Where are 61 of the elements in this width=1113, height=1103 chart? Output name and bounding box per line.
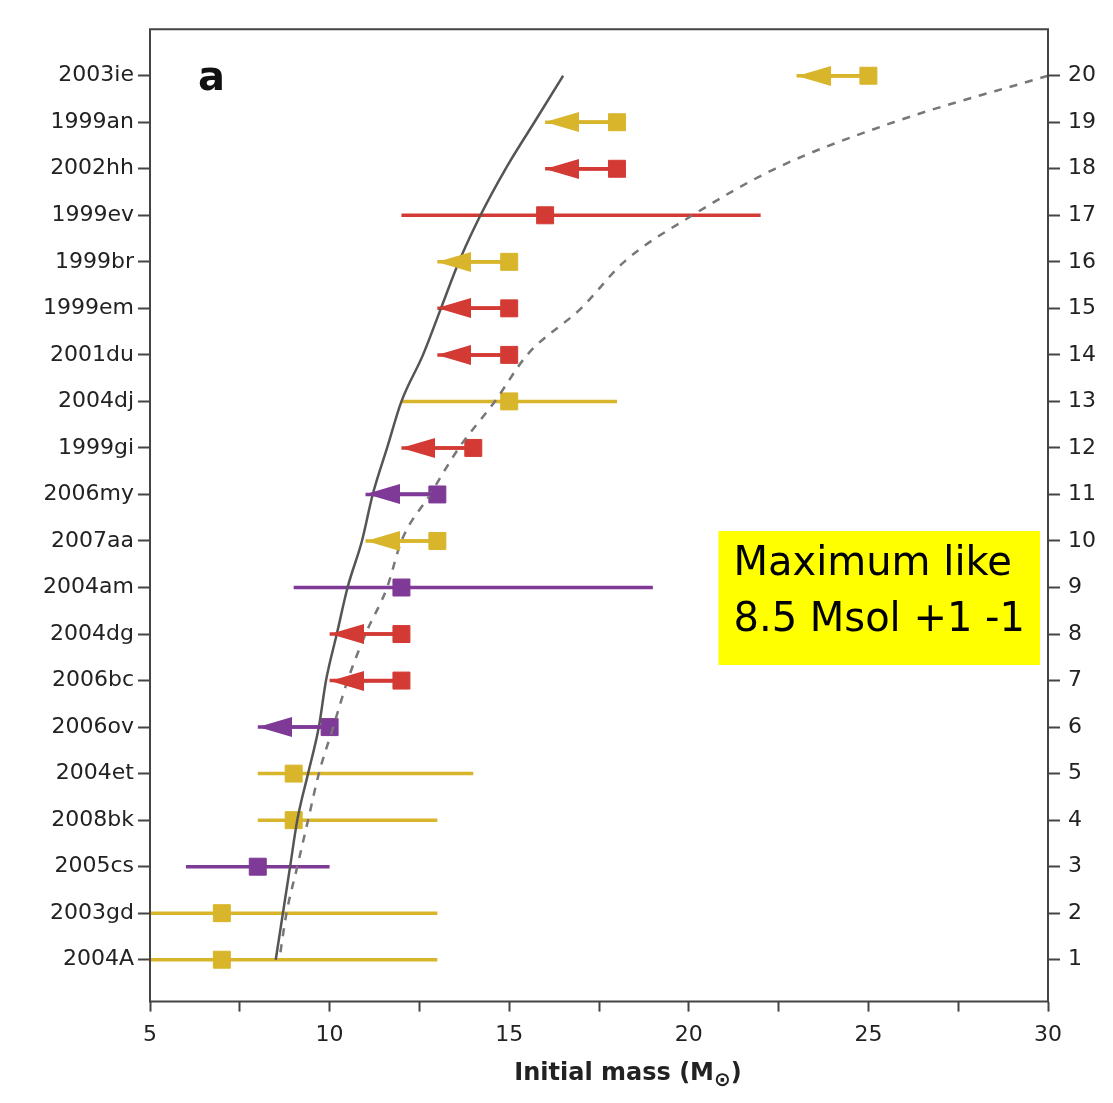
y2-tick-label: 4	[1068, 805, 1083, 831]
y-tick-label: 1999br	[55, 247, 135, 273]
annotation: 8.5 Msol +1 -1	[733, 594, 1026, 641]
point	[284, 764, 303, 783]
y-tick-label: 2004am	[43, 573, 134, 599]
y-tick-label: 2007aa	[51, 526, 134, 552]
y-tick-label: 2008bk	[51, 805, 135, 831]
y2-tick-label: 9	[1068, 573, 1083, 599]
point	[428, 485, 447, 504]
x-tick-label: 10	[315, 1020, 344, 1046]
y-tick-label: 2006my	[43, 480, 134, 506]
y-tick-label: 2006ov	[51, 712, 134, 738]
y2-tick-label: 16	[1068, 247, 1097, 273]
x-axis-title: Initial mass (M$_{⊙}$)	[513, 1058, 743, 1091]
x-tick-label: 5	[143, 1020, 157, 1046]
y2-tick-label: 19	[1068, 107, 1097, 133]
y2-tick-label: 2	[1068, 898, 1083, 924]
y-tick-label: 2006bc	[51, 666, 134, 692]
y2-tick-label: 15	[1068, 294, 1097, 320]
point	[212, 950, 231, 969]
y2-tick-label: 10	[1068, 526, 1097, 552]
y2-tick-label: 3	[1068, 852, 1083, 878]
x-tick-label: 30	[1034, 1020, 1063, 1046]
y-tick-label: 2004dg	[50, 619, 134, 645]
y-tick-label: 2003gd	[50, 898, 134, 924]
x-tick-label: 20	[674, 1020, 703, 1046]
y2-tick-label: 7	[1068, 666, 1083, 692]
y-tick-label: 2005cs	[54, 852, 134, 878]
y2-tick-label: 12	[1068, 433, 1097, 459]
point	[248, 857, 267, 876]
y-tick-label: 1999gi	[57, 433, 134, 459]
point	[392, 625, 411, 644]
point	[392, 671, 411, 690]
y-tick-label: 1999an	[50, 107, 134, 133]
y2-tick-label: 17	[1068, 201, 1097, 227]
y-tick-label: 1999ev	[51, 201, 134, 227]
y2-tick-label: 6	[1068, 712, 1083, 738]
y2-tick-label: 1	[1068, 945, 1083, 971]
y-tick-label: 2003ie	[58, 61, 134, 87]
y-tick-label: 1999em	[43, 294, 134, 320]
point	[859, 66, 878, 85]
y2-tick-label: 8	[1068, 619, 1083, 645]
y2-tick-label: 5	[1068, 759, 1083, 785]
y2-tick-label: 14	[1068, 340, 1097, 366]
y-tick-label: 2001du	[50, 340, 134, 366]
annotation: Maximum like	[733, 538, 1012, 585]
x-tick-label: 25	[854, 1020, 883, 1046]
point	[500, 392, 519, 411]
y2-tick-label: 13	[1068, 387, 1097, 413]
point	[212, 904, 231, 923]
y2-tick-label: 20	[1068, 61, 1097, 87]
annotation: a	[198, 52, 225, 99]
x-tick-label: 15	[495, 1020, 524, 1046]
y-tick-label: 2004A	[62, 945, 134, 971]
y2-tick-label: 18	[1068, 154, 1097, 180]
point	[392, 578, 411, 597]
y2-tick-label: 11	[1068, 480, 1097, 506]
y-tick-label: 2004dj	[57, 387, 134, 413]
y-tick-label: 2002hh	[50, 154, 134, 180]
y-tick-label: 2004et	[55, 759, 135, 785]
point	[536, 206, 555, 225]
